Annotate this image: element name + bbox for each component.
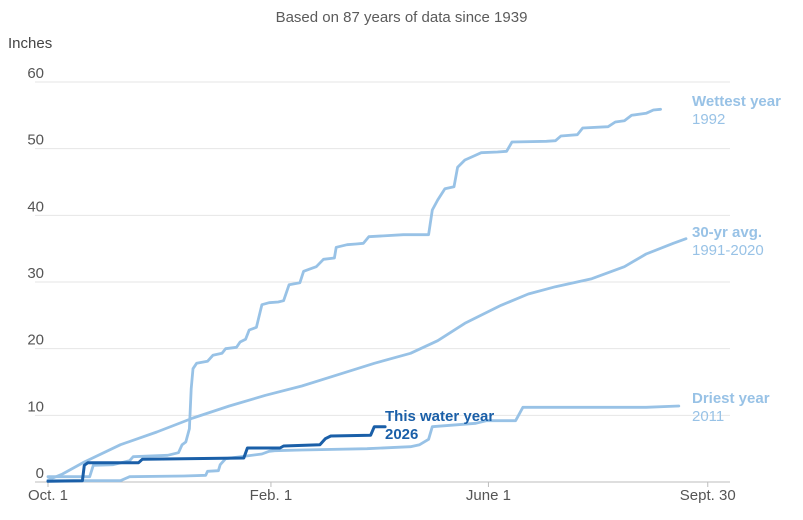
y-tick-label: 60 [27,65,44,82]
series-label-this-water-year: This water year [385,408,494,425]
y-tick-label: 40 [27,198,44,215]
series-line-30-yr-avg [46,237,688,482]
series-line-this-water-year [46,425,387,483]
series-sublabel-driest-year: 2011 [692,408,724,425]
series-label-30-yr-avg: 30-yr avg. [692,224,762,241]
chart-subtitle: Based on 87 years of data since 1939 [275,9,528,26]
series-label-driest-year: Driest year [692,390,770,407]
series-sublabel-this-water-year: 2026 [385,426,418,443]
y-tick-label: 50 [27,132,44,149]
series-sublabel-wettest-year: 1992 [692,111,725,128]
y-tick-label: 10 [27,398,44,415]
y-tick-label: 20 [27,332,44,349]
x-tick-label: Sept. 30 [680,487,736,504]
series-label-wettest-year: Wettest year [692,93,781,110]
y-tick-label: 30 [27,265,44,282]
series-sublabel-30-yr-avg: 1991-2020 [692,242,764,259]
series-line-driest-year [46,404,681,483]
x-tick-label: Feb. 1 [250,487,293,504]
y-tick-label: 0 [36,465,44,482]
series-line-wettest-year [46,107,662,479]
y-axis-label: Inches [8,35,52,52]
x-tick-label: Oct. 1 [28,487,68,504]
x-tick-label: June 1 [466,487,511,504]
